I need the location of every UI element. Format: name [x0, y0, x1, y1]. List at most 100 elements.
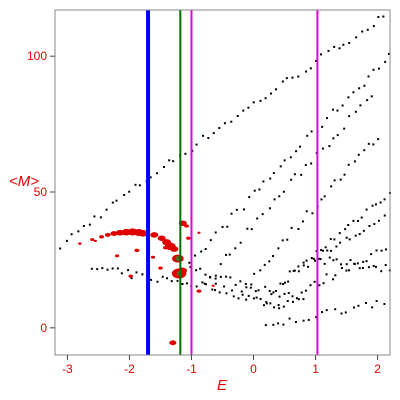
x-tick-label: -3: [62, 362, 73, 376]
data-point: [286, 300, 289, 303]
data-point: [200, 250, 203, 253]
data-point: [327, 49, 330, 52]
data-point: [264, 285, 267, 288]
highlight-point: [150, 255, 156, 259]
data-point: [234, 247, 237, 250]
highlight-point: [163, 246, 168, 250]
data-point: [262, 304, 265, 307]
data-point: [321, 147, 324, 150]
data-point: [234, 283, 237, 286]
data-point: [203, 282, 206, 285]
data-point: [218, 127, 221, 130]
data-point: [214, 282, 217, 285]
x-tick-label: -1: [186, 362, 197, 376]
data-point: [241, 293, 244, 296]
data-point: [211, 288, 214, 291]
data-point: [382, 15, 385, 18]
data-point: [250, 228, 253, 231]
data-point: [286, 238, 289, 241]
data-point: [226, 225, 229, 228]
data-point: [82, 224, 85, 227]
data-point: [352, 306, 355, 309]
data-point: [363, 84, 366, 87]
highlight-point: [134, 248, 140, 253]
data-point: [278, 307, 281, 310]
data-point: [336, 134, 339, 137]
data-point: [289, 156, 292, 159]
data-point: [348, 115, 351, 118]
data-point: [326, 117, 329, 120]
data-point: [256, 217, 259, 220]
data-point: [336, 109, 339, 112]
data-point: [362, 229, 365, 232]
data-point: [371, 204, 374, 207]
data-point: [141, 273, 144, 276]
data-point: [195, 285, 198, 288]
data-point: [239, 241, 242, 244]
data-point: [383, 303, 386, 306]
data-point: [237, 297, 240, 300]
data-point: [365, 208, 368, 211]
data-point: [302, 319, 305, 322]
data-point: [348, 238, 351, 241]
data-point: [209, 239, 212, 242]
data-point: [293, 173, 296, 176]
data-point: [339, 178, 342, 181]
highlight-point: [90, 238, 95, 241]
data-point: [269, 177, 272, 180]
data-point: [279, 165, 282, 168]
data-point: [365, 301, 368, 304]
data-point: [269, 302, 272, 305]
data-point: [314, 259, 317, 262]
data-point: [282, 190, 285, 193]
data-point: [333, 238, 336, 241]
data-point: [315, 59, 318, 62]
data-point: [367, 142, 370, 145]
data-point: [368, 224, 371, 227]
data-point: [275, 88, 278, 91]
data-point: [297, 270, 300, 273]
data-point: [90, 267, 93, 270]
data-point: [326, 249, 329, 252]
ticks-layer: -3 -2 -1 0 1 2 0 50 100: [27, 49, 381, 376]
data-point: [185, 282, 188, 285]
data-point: [212, 132, 215, 135]
data-point: [101, 267, 104, 270]
data-point: [138, 184, 141, 187]
data-point: [309, 284, 312, 287]
data-point: [347, 163, 350, 166]
data-point: [116, 267, 119, 270]
data-point: [291, 300, 294, 303]
data-point: [248, 196, 251, 199]
data-point: [366, 28, 369, 31]
data-point: [321, 249, 324, 252]
data-point: [214, 274, 217, 277]
data-point: [250, 283, 253, 286]
data-point: [319, 53, 322, 56]
highlight-point: [196, 289, 202, 293]
data-point: [270, 293, 273, 296]
data-point: [293, 269, 296, 272]
data-point: [259, 297, 262, 300]
data-point: [290, 178, 293, 181]
data-point: [59, 247, 62, 250]
data-point: [218, 291, 221, 294]
data-point: [333, 179, 336, 182]
data-point: [285, 77, 288, 80]
data-point: [134, 183, 137, 186]
data-point: [294, 321, 297, 324]
data-point: [354, 234, 357, 237]
data-point: [348, 269, 351, 272]
data-point: [272, 172, 275, 175]
points-layer: [59, 15, 391, 327]
highlight-point: [138, 229, 148, 237]
data-point: [323, 262, 326, 265]
data-point: [269, 92, 272, 95]
data-point: [231, 289, 234, 292]
data-point: [297, 298, 300, 301]
data-point: [255, 296, 258, 299]
highlight-point: [128, 274, 133, 278]
data-point: [354, 110, 357, 113]
data-point: [377, 67, 380, 70]
data-point: [363, 149, 366, 152]
